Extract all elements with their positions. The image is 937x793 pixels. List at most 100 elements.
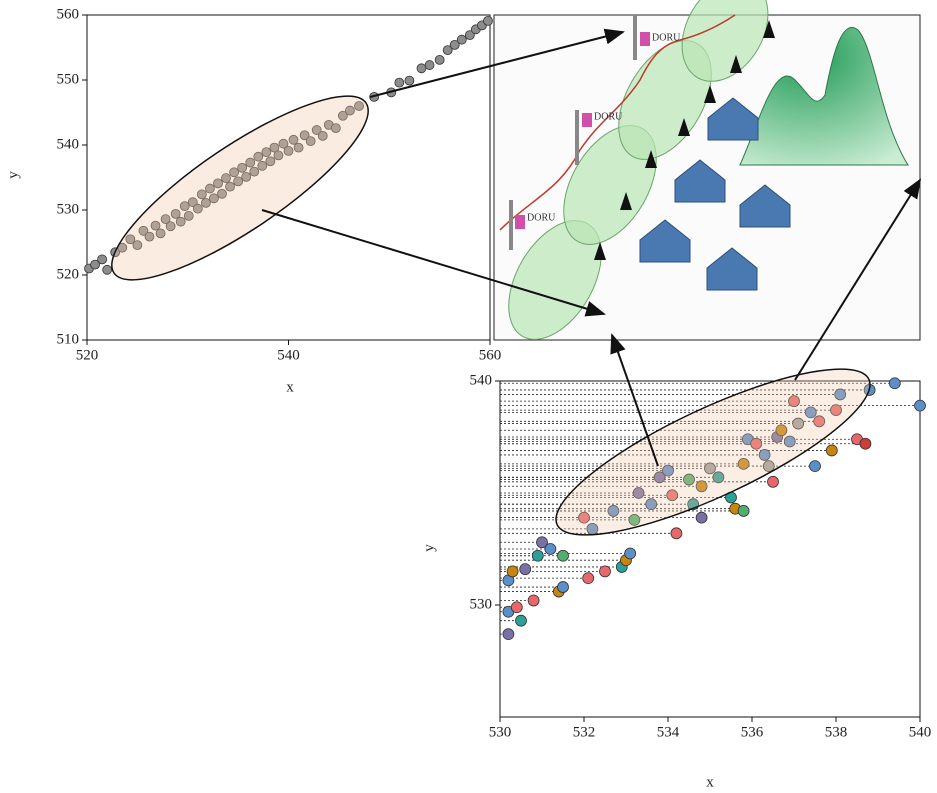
point xyxy=(330,123,341,134)
doru-label: DORU xyxy=(527,212,556,223)
y-tick-label: 520 xyxy=(57,266,80,282)
point xyxy=(704,462,716,475)
point xyxy=(662,464,674,477)
point xyxy=(200,197,211,208)
point xyxy=(762,460,775,473)
point xyxy=(519,563,532,576)
x-axis-label: x xyxy=(286,379,294,395)
point xyxy=(813,415,826,428)
doru-label: DORU xyxy=(594,111,623,122)
point xyxy=(449,40,460,50)
point xyxy=(809,460,821,473)
point xyxy=(233,176,244,187)
point xyxy=(737,505,750,517)
point xyxy=(225,181,235,192)
doru-units xyxy=(515,32,650,229)
point xyxy=(624,547,637,560)
point xyxy=(253,151,264,162)
point xyxy=(750,437,763,450)
point xyxy=(416,63,427,74)
point xyxy=(888,377,901,390)
point xyxy=(317,130,328,141)
point xyxy=(767,475,779,488)
y-tick-label: 540 xyxy=(57,136,80,152)
point xyxy=(464,30,475,41)
houses xyxy=(639,97,791,291)
point xyxy=(257,160,268,171)
x-tick-label: 532 xyxy=(573,724,596,740)
x-axis-label: x xyxy=(706,774,714,790)
point xyxy=(311,125,322,135)
point xyxy=(278,138,289,149)
point xyxy=(102,264,113,275)
point xyxy=(205,183,215,194)
point xyxy=(183,210,194,221)
coverage-areas xyxy=(508,0,769,340)
x-tick-label: 540 xyxy=(909,724,932,740)
point xyxy=(502,628,515,641)
point xyxy=(170,208,181,219)
point xyxy=(515,614,527,627)
arrows xyxy=(261,28,922,467)
x-tick-label: 530 xyxy=(489,724,512,740)
point xyxy=(269,142,280,153)
point xyxy=(283,145,294,156)
point xyxy=(527,594,540,607)
y-axis-label: y xyxy=(421,544,437,552)
y-tick-label: 530 xyxy=(470,596,493,612)
point xyxy=(653,471,666,484)
doru-label: DORU xyxy=(652,32,681,43)
point xyxy=(424,60,435,70)
point xyxy=(97,254,108,265)
y-tick-label: 530 xyxy=(57,201,80,217)
point xyxy=(666,489,679,502)
point xyxy=(442,45,453,55)
point xyxy=(241,171,252,182)
point xyxy=(695,511,708,524)
point xyxy=(209,193,219,204)
point xyxy=(670,527,683,540)
highlight-ellipse xyxy=(555,368,871,536)
point xyxy=(506,565,519,578)
point xyxy=(783,435,796,448)
point xyxy=(345,105,355,116)
point xyxy=(536,536,548,549)
point xyxy=(249,166,260,177)
point xyxy=(557,581,569,593)
point xyxy=(187,197,198,208)
towers xyxy=(509,15,637,250)
point xyxy=(261,147,272,158)
point xyxy=(175,216,186,227)
point xyxy=(578,511,590,524)
point xyxy=(138,225,149,236)
point xyxy=(245,157,256,168)
y-axis-label: y xyxy=(5,171,21,179)
point xyxy=(914,399,926,412)
point xyxy=(825,444,838,457)
x-tick-label: 536 xyxy=(741,724,764,740)
point xyxy=(434,54,445,65)
highlight-ellipse xyxy=(111,95,369,281)
point xyxy=(712,471,725,484)
point xyxy=(237,162,248,173)
point xyxy=(273,150,284,161)
point xyxy=(229,167,239,178)
y-tick-label: 540 xyxy=(470,372,493,388)
point xyxy=(775,424,788,437)
point xyxy=(299,130,310,141)
point xyxy=(144,231,155,242)
point xyxy=(354,101,364,111)
x-tick-label: 560 xyxy=(479,347,502,363)
point xyxy=(305,136,316,147)
y-tick-label: 510 xyxy=(57,331,80,347)
point xyxy=(758,449,771,461)
point xyxy=(456,34,467,45)
point xyxy=(404,75,415,86)
point xyxy=(179,201,190,212)
x-tick-label: 520 xyxy=(76,347,99,363)
point xyxy=(213,178,223,189)
trees xyxy=(594,20,775,260)
point xyxy=(804,406,817,419)
